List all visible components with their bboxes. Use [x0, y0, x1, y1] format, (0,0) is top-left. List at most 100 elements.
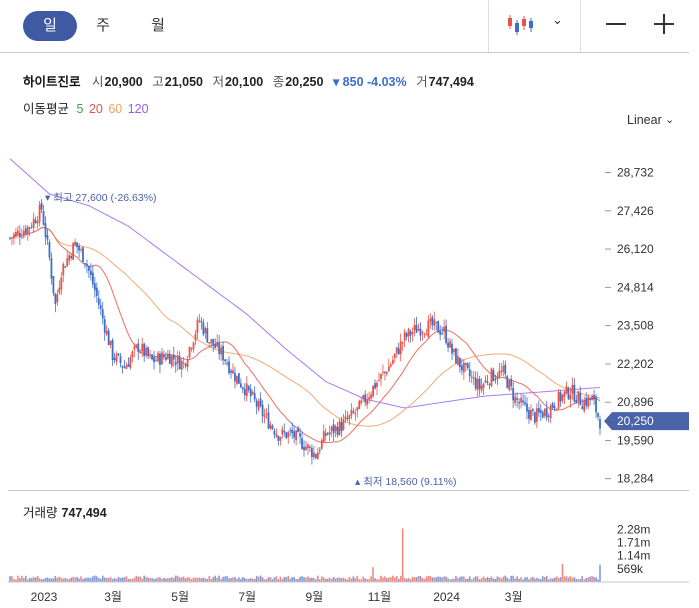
volume-bar — [599, 564, 601, 582]
tab-day[interactable]: 일 — [23, 11, 77, 41]
candle-body — [48, 241, 51, 258]
volume-bar — [261, 577, 264, 582]
candle-body — [593, 394, 595, 400]
minus-icon[interactable] — [606, 23, 626, 25]
volume-bar — [38, 578, 41, 582]
candle-body — [449, 341, 451, 348]
candle-body — [241, 387, 244, 390]
volume-bar — [561, 564, 564, 582]
candle-body — [362, 395, 365, 400]
candle-body — [90, 270, 92, 276]
volume-bar — [137, 576, 140, 582]
candle-body — [176, 355, 179, 364]
candle-body — [192, 342, 195, 350]
candle-body — [105, 330, 108, 335]
volume-bar — [92, 576, 94, 582]
volume-bar — [583, 579, 586, 582]
volume-bar — [488, 577, 491, 582]
candle-body — [435, 321, 438, 323]
volume-bar — [433, 577, 436, 582]
volume-bar — [358, 579, 361, 582]
candle-body — [549, 405, 552, 419]
volume-bar — [228, 578, 230, 582]
panel-divider — [8, 490, 689, 491]
volume-bar — [74, 577, 76, 582]
candle-body — [303, 447, 305, 451]
candle-body — [36, 221, 39, 224]
candle-body — [553, 405, 556, 409]
candle-body — [107, 330, 110, 346]
candle-body — [575, 400, 578, 403]
candle-body — [267, 412, 270, 429]
ma-120: 120 — [127, 102, 149, 116]
volume-bar — [48, 578, 51, 582]
candle-body — [56, 294, 59, 303]
candle-body — [52, 276, 55, 294]
volume-bar — [492, 578, 495, 582]
candle-body — [232, 370, 234, 374]
candle-body — [421, 332, 424, 334]
volume-bar — [502, 576, 505, 582]
volume-bar — [159, 577, 161, 582]
volume-bar — [11, 576, 13, 582]
volume-bar — [220, 578, 222, 582]
volume-bar — [547, 579, 550, 582]
candle-body — [153, 357, 155, 363]
candle-body — [95, 287, 98, 296]
candle-body — [190, 348, 193, 350]
candle-body — [279, 436, 282, 441]
candle-body — [490, 368, 493, 387]
scale-mode-selector[interactable]: Linear — [627, 113, 662, 127]
candle-body — [518, 402, 520, 404]
candle-body — [569, 395, 572, 400]
candle-body — [587, 396, 590, 407]
volume-bar — [465, 578, 467, 582]
moving-average-legend[interactable]: 이동평균 5 20 60 120 — [23, 98, 153, 117]
tab-month[interactable]: 월 — [151, 17, 165, 34]
candle-body — [415, 324, 418, 333]
candle-body — [496, 377, 499, 379]
volume-bar — [90, 577, 92, 582]
candle-body — [366, 399, 369, 405]
candle-body — [168, 353, 171, 364]
volume-bar — [17, 575, 19, 582]
candle-body — [200, 320, 203, 323]
candle-body — [40, 202, 43, 210]
stock-name: 하이트진로 — [23, 75, 81, 89]
volume-bar — [543, 577, 546, 582]
volume-bar — [480, 578, 483, 582]
candle-body — [506, 376, 509, 389]
volume-bar — [372, 567, 374, 582]
y-tick-label: 26,120 — [617, 242, 654, 256]
candle-body — [15, 232, 17, 237]
candle-body — [20, 236, 23, 238]
volume-bar — [289, 578, 292, 582]
volume-bar — [176, 575, 179, 582]
volume-bar — [283, 576, 286, 582]
toolbar-divider — [580, 0, 581, 52]
candlestick-icon[interactable] — [506, 14, 534, 36]
candle-body — [206, 328, 209, 343]
candle-body — [214, 344, 217, 348]
y-tick-label: 27,426 — [617, 204, 654, 218]
candle-body — [316, 452, 319, 460]
chevron-down-icon[interactable]: ⌄ — [665, 114, 675, 126]
tab-week[interactable]: 주 — [96, 17, 110, 34]
volume-bar — [368, 579, 370, 582]
candle-body — [346, 418, 349, 420]
candle-body — [370, 394, 373, 399]
candle-body — [457, 356, 459, 365]
volume-bar — [409, 579, 412, 582]
candle-body — [178, 356, 181, 370]
candle-body — [389, 364, 392, 367]
candle-body — [535, 408, 538, 422]
volume-bar — [244, 578, 246, 582]
chevron-down-icon[interactable]: ⌄ — [552, 12, 563, 27]
volume-bar — [324, 578, 327, 582]
candle-body — [259, 398, 262, 406]
chart-toolbar: 일 주 월 ⌄ — [0, 0, 689, 53]
candle-body — [164, 357, 167, 360]
volume-bar — [326, 578, 329, 582]
close-price: 20,250 — [285, 75, 324, 89]
volume-bar — [441, 577, 443, 582]
